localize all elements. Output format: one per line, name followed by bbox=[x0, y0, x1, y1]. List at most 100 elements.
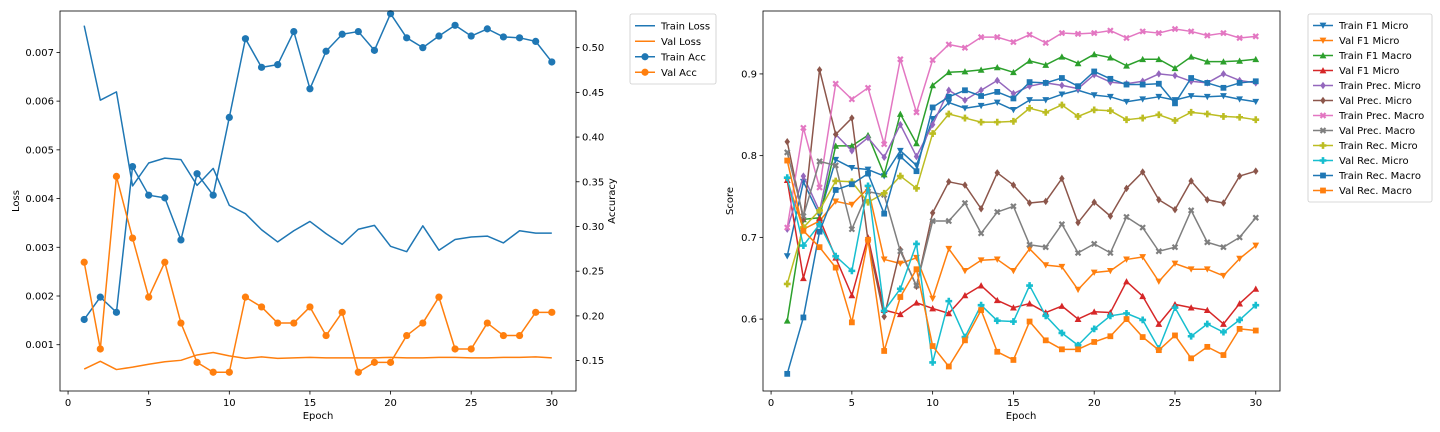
val-acc-point bbox=[435, 293, 443, 301]
x-tick-label: 10 bbox=[223, 398, 236, 409]
train-rec-micro-point bbox=[961, 114, 969, 122]
val-prec-micro-point bbox=[1107, 212, 1114, 220]
train-acc-point bbox=[499, 33, 508, 41]
train-prec-macro-point bbox=[1139, 28, 1146, 35]
score-series-layer bbox=[783, 25, 1260, 377]
train-acc-point bbox=[241, 35, 250, 43]
train-prec-macro-point bbox=[994, 33, 1001, 41]
train-acc-point bbox=[128, 162, 137, 171]
train-acc-point bbox=[386, 10, 395, 18]
val-acc-point bbox=[128, 234, 137, 242]
val-acc-point bbox=[193, 358, 201, 366]
val-f1-micro-point bbox=[1123, 278, 1130, 285]
train-rec-micro-point bbox=[1187, 108, 1195, 116]
train-acc-point bbox=[322, 47, 330, 55]
legend-marker bbox=[1320, 96, 1326, 105]
val-f1-micro-point bbox=[945, 245, 953, 253]
val-f1-micro-point bbox=[1074, 286, 1082, 294]
train-rec-micro-point bbox=[864, 198, 872, 206]
train-rec-macro-point bbox=[913, 168, 920, 175]
train-prec-macro-point bbox=[929, 56, 936, 64]
val-f1-micro-point bbox=[993, 296, 1001, 304]
train-rec-macro-point bbox=[1252, 78, 1259, 85]
val-acc-point bbox=[354, 368, 362, 376]
val-rec-micro-point bbox=[1042, 312, 1050, 320]
val-f1-micro-line bbox=[786, 179, 1257, 300]
legend-label: Train Prec. Macro bbox=[1338, 111, 1424, 122]
val-acc-point bbox=[483, 319, 491, 327]
train-rec-macro-point bbox=[897, 153, 904, 160]
val-prec-micro-line bbox=[786, 69, 1256, 318]
val-acc-point bbox=[370, 358, 379, 366]
train-prec-micro-point bbox=[800, 172, 807, 180]
val-f1-micro-point bbox=[896, 260, 904, 267]
val-prec-micro-point bbox=[800, 215, 807, 224]
val-rec-micro-point bbox=[1236, 316, 1244, 324]
val-prec-micro-point bbox=[1220, 199, 1227, 207]
val-prec-micro-point bbox=[962, 181, 968, 189]
train-prec-macro-point bbox=[1204, 32, 1211, 39]
val-f1-micro-point bbox=[961, 291, 969, 299]
legend-label: Val Loss bbox=[661, 37, 701, 48]
val-f1-micro-point bbox=[993, 256, 1001, 263]
y2-tick-label: 0.20 bbox=[582, 311, 604, 322]
train-loss-line bbox=[83, 25, 552, 253]
train-f1-micro-point bbox=[1220, 93, 1227, 100]
val-rec-micro-point bbox=[896, 285, 904, 293]
score-x-axis-title: Epoch bbox=[1006, 411, 1037, 422]
train-prec-macro-point bbox=[1010, 38, 1017, 46]
val-acc-point bbox=[161, 258, 169, 266]
val-rec-macro-point bbox=[1107, 333, 1114, 340]
val-prec-macro-point bbox=[897, 248, 904, 255]
val-f1-micro-point bbox=[799, 274, 807, 282]
loss-accuracy-legend: Train Loss Val Loss Train Acc Val Acc bbox=[629, 13, 717, 85]
val-f1-micro-point bbox=[1171, 260, 1179, 267]
val-prec-macro-point bbox=[800, 212, 807, 220]
train-prec-macro-point bbox=[1123, 34, 1130, 42]
train-f1-macro-point bbox=[1139, 55, 1147, 63]
y-tick-label: 0.001 bbox=[25, 340, 54, 351]
train-acc-point bbox=[403, 34, 411, 42]
train-prec-micro-point bbox=[962, 96, 968, 104]
legend-marker bbox=[1319, 67, 1327, 74]
val-prec-macro-point bbox=[816, 158, 823, 165]
train-f1-micro-point bbox=[1042, 97, 1050, 104]
train-rec-macro-point bbox=[1059, 75, 1065, 81]
train-rec-micro-point bbox=[913, 184, 920, 192]
val-rec-macro-point bbox=[1236, 326, 1243, 332]
train-rec-macro-point bbox=[865, 170, 871, 177]
val-rec-micro-point bbox=[864, 182, 872, 190]
x-tick-label: 30 bbox=[545, 398, 558, 409]
train-f1-macro-point bbox=[783, 317, 791, 324]
val-prec-macro-point bbox=[1026, 241, 1033, 248]
legend-label: Train Rec. Macro bbox=[1338, 171, 1421, 182]
legend-marker bbox=[1320, 81, 1326, 90]
legend-item-val-loss: Val Loss bbox=[635, 37, 701, 48]
val-f1-micro-line bbox=[786, 180, 1257, 325]
train-f1-macro-point bbox=[1155, 55, 1163, 63]
val-f1-micro-point bbox=[1155, 320, 1163, 327]
val-prec-micro-point bbox=[1043, 197, 1049, 206]
y-tick-label: 0.007 bbox=[25, 48, 54, 59]
train-prec-macro-point bbox=[816, 184, 823, 191]
legend-label: Train Rec. Micro bbox=[1338, 141, 1418, 152]
val-prec-macro-point bbox=[1171, 243, 1179, 251]
train-f1-micro-point bbox=[832, 156, 840, 164]
y-tick-label: 0.006 bbox=[25, 97, 54, 108]
val-rec-micro-point bbox=[977, 301, 985, 309]
y-tick-label: 0.003 bbox=[25, 243, 54, 254]
train-prec-micro-point bbox=[946, 86, 952, 95]
train-f1-macro-point bbox=[1106, 54, 1114, 61]
train-rec-macro-point bbox=[800, 314, 807, 321]
val-f1-micro-point bbox=[1236, 300, 1244, 307]
train-prec-micro-point bbox=[865, 133, 871, 142]
val-acc-point bbox=[338, 308, 346, 316]
train-rec-micro-point bbox=[1155, 111, 1163, 119]
loss-axis-title: Loss bbox=[11, 190, 22, 212]
train-prec-macro-point bbox=[1236, 34, 1243, 42]
x-tick-label: 20 bbox=[1088, 398, 1101, 409]
val-f1-micro-point bbox=[1010, 267, 1017, 275]
train-rec-micro-point bbox=[993, 118, 1001, 126]
val-prec-micro-point bbox=[881, 312, 887, 321]
train-rec-macro-point bbox=[945, 93, 952, 100]
